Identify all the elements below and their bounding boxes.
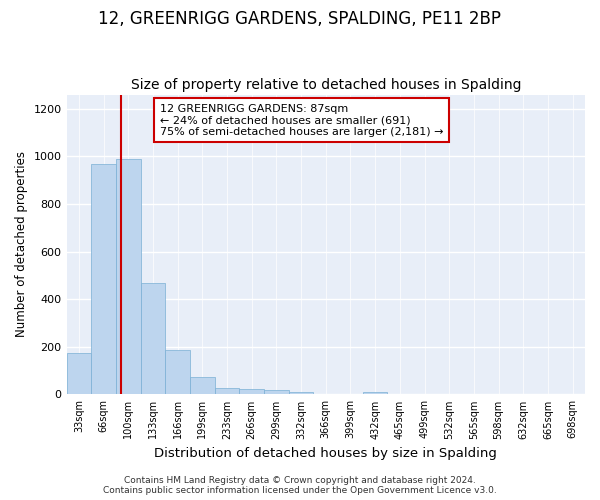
Bar <box>239 389 264 394</box>
Bar <box>165 350 190 395</box>
Bar <box>363 392 388 394</box>
Bar <box>91 164 116 394</box>
Text: 12 GREENRIGG GARDENS: 87sqm
← 24% of detached houses are smaller (691)
75% of se: 12 GREENRIGG GARDENS: 87sqm ← 24% of det… <box>160 104 443 137</box>
Bar <box>215 388 239 394</box>
Bar <box>289 392 313 394</box>
Bar <box>190 376 215 394</box>
Text: 12, GREENRIGG GARDENS, SPALDING, PE11 2BP: 12, GREENRIGG GARDENS, SPALDING, PE11 2B… <box>98 10 502 28</box>
Bar <box>140 283 165 395</box>
X-axis label: Distribution of detached houses by size in Spalding: Distribution of detached houses by size … <box>154 447 497 460</box>
Title: Size of property relative to detached houses in Spalding: Size of property relative to detached ho… <box>131 78 521 92</box>
Bar <box>116 159 140 394</box>
Bar <box>67 354 91 395</box>
Bar <box>264 390 289 394</box>
Y-axis label: Number of detached properties: Number of detached properties <box>15 152 28 338</box>
Text: Contains HM Land Registry data © Crown copyright and database right 2024.
Contai: Contains HM Land Registry data © Crown c… <box>103 476 497 495</box>
